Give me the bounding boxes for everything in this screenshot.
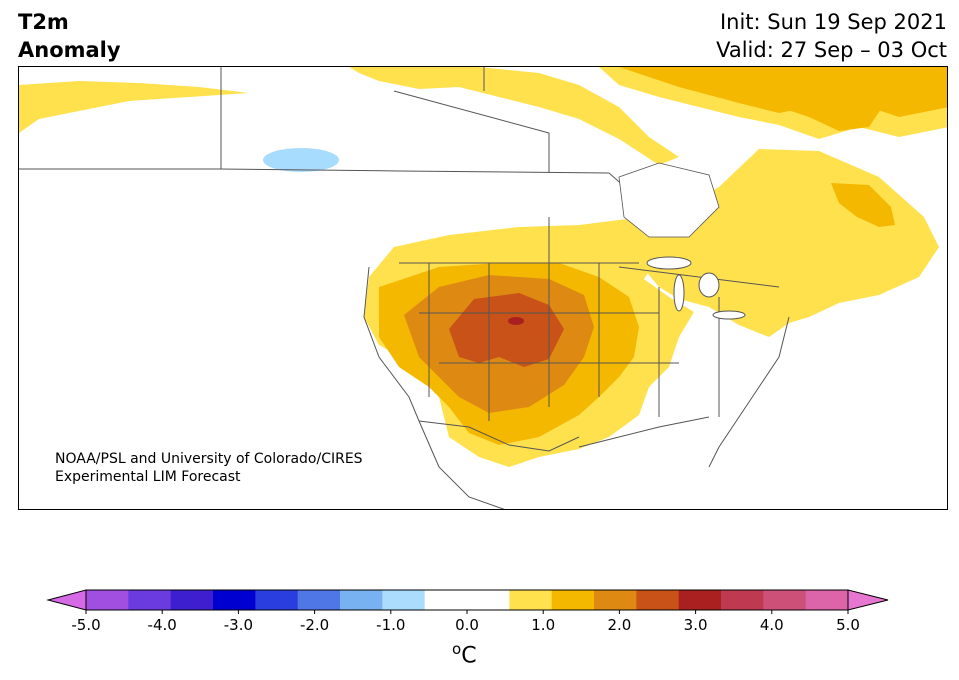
political-borders (19, 67, 790, 509)
init-date: Init: Sun 19 Sep 2021 (719, 10, 947, 34)
colorbar-tick-label: -2.0 (300, 616, 329, 634)
colorbar-graphic: -5.0 -4.0 -3.0 -2.0 -1.0 0.0 1.0 2.0 3.0 4.0 5.0 (46, 589, 889, 634)
colorbar-segment (551, 590, 595, 610)
forecast-dates: Init: Sun 19 Sep 2021 Valid: 27 Sep – 03… (716, 8, 947, 64)
colorbar-segment (805, 590, 849, 610)
labrador-stronger (831, 183, 895, 227)
colorbar-unit: oC (452, 640, 477, 668)
state-grid-h4 (618, 266, 780, 288)
map-title: T2m Anomaly (18, 8, 121, 64)
colorbar-segment (678, 590, 722, 610)
credit-line-2: Experimental LIM Forecast (55, 469, 241, 485)
colorbar-segment (594, 590, 637, 610)
colorbar-tick-label: 5.0 (836, 616, 860, 634)
unit-degree: o (452, 640, 462, 658)
colorbar-tick-label: 0.0 (455, 616, 479, 634)
us-warm-peak (508, 317, 524, 325)
valid-date: Valid: 27 Sep – 03 Oct (716, 38, 947, 62)
colorbar-tick-label: 3.0 (684, 616, 708, 634)
credit-text: NOAA/PSL and University of Colorado/CIRE… (55, 450, 363, 486)
colorbar-segment (467, 590, 510, 610)
unit-letter: C (461, 643, 477, 669)
colorbar-segment (86, 590, 129, 610)
alaska-warm-region (19, 81, 249, 133)
us-mexico-border (418, 420, 580, 452)
colorbar-tick-label: 2.0 (607, 616, 631, 634)
colorbar: -5.0 -4.0 -3.0 -2.0 -1.0 0.0 1.0 2.0 3.0 4.0 5.0 (46, 588, 892, 640)
title-line-1: T2m (18, 10, 69, 34)
colorbar-segment (340, 590, 383, 610)
colorbar-segment (424, 590, 468, 610)
colorbar-tick-label: 1.0 (531, 616, 555, 634)
colorbar-segment (721, 590, 764, 610)
colorbar-segment (213, 590, 256, 610)
credit-line-1: NOAA/PSL and University of Colorado/CIRE… (55, 451, 363, 467)
colorbar-segment (170, 590, 214, 610)
east-coast (708, 316, 790, 468)
title-line-2: Anomaly (18, 38, 121, 62)
colorbar-segment (297, 590, 341, 610)
colorbar-arrow-high (847, 589, 889, 611)
great-lakes (646, 256, 746, 320)
hudson-bay (618, 162, 720, 238)
arctic-islands-warm (349, 67, 679, 165)
colorbar-tick-label: -1.0 (376, 616, 405, 634)
colorbar-segment (636, 590, 680, 610)
colorbar-segment (128, 590, 172, 610)
mexico-coast (418, 420, 505, 509)
colorbar-tick-label: -4.0 (148, 616, 177, 634)
colorbar-segment (255, 590, 299, 610)
colorbar-arrow-low (46, 589, 87, 611)
west-coast (363, 266, 420, 422)
lake-huron (698, 272, 720, 298)
colorbar-segment (382, 590, 426, 610)
colorbar-tick-label: -3.0 (224, 616, 253, 634)
cool-anomaly-patch (263, 148, 339, 172)
anomaly-map (19, 67, 947, 509)
colorbar-segment (509, 590, 553, 610)
hudson-bay-water (618, 162, 720, 238)
lake-erie (712, 310, 746, 320)
colorbar-tick-label: -5.0 (71, 616, 100, 634)
colorbar-tick-label: 4.0 (760, 616, 784, 634)
gulf-coast (578, 416, 710, 448)
province-border-1 (393, 90, 550, 173)
colorbar-segment (763, 590, 807, 610)
greenland-strong (739, 67, 889, 131)
lake-superior (646, 256, 692, 270)
lake-michigan (673, 274, 685, 312)
map-panel (18, 66, 948, 510)
us-warm-level4 (449, 293, 564, 367)
